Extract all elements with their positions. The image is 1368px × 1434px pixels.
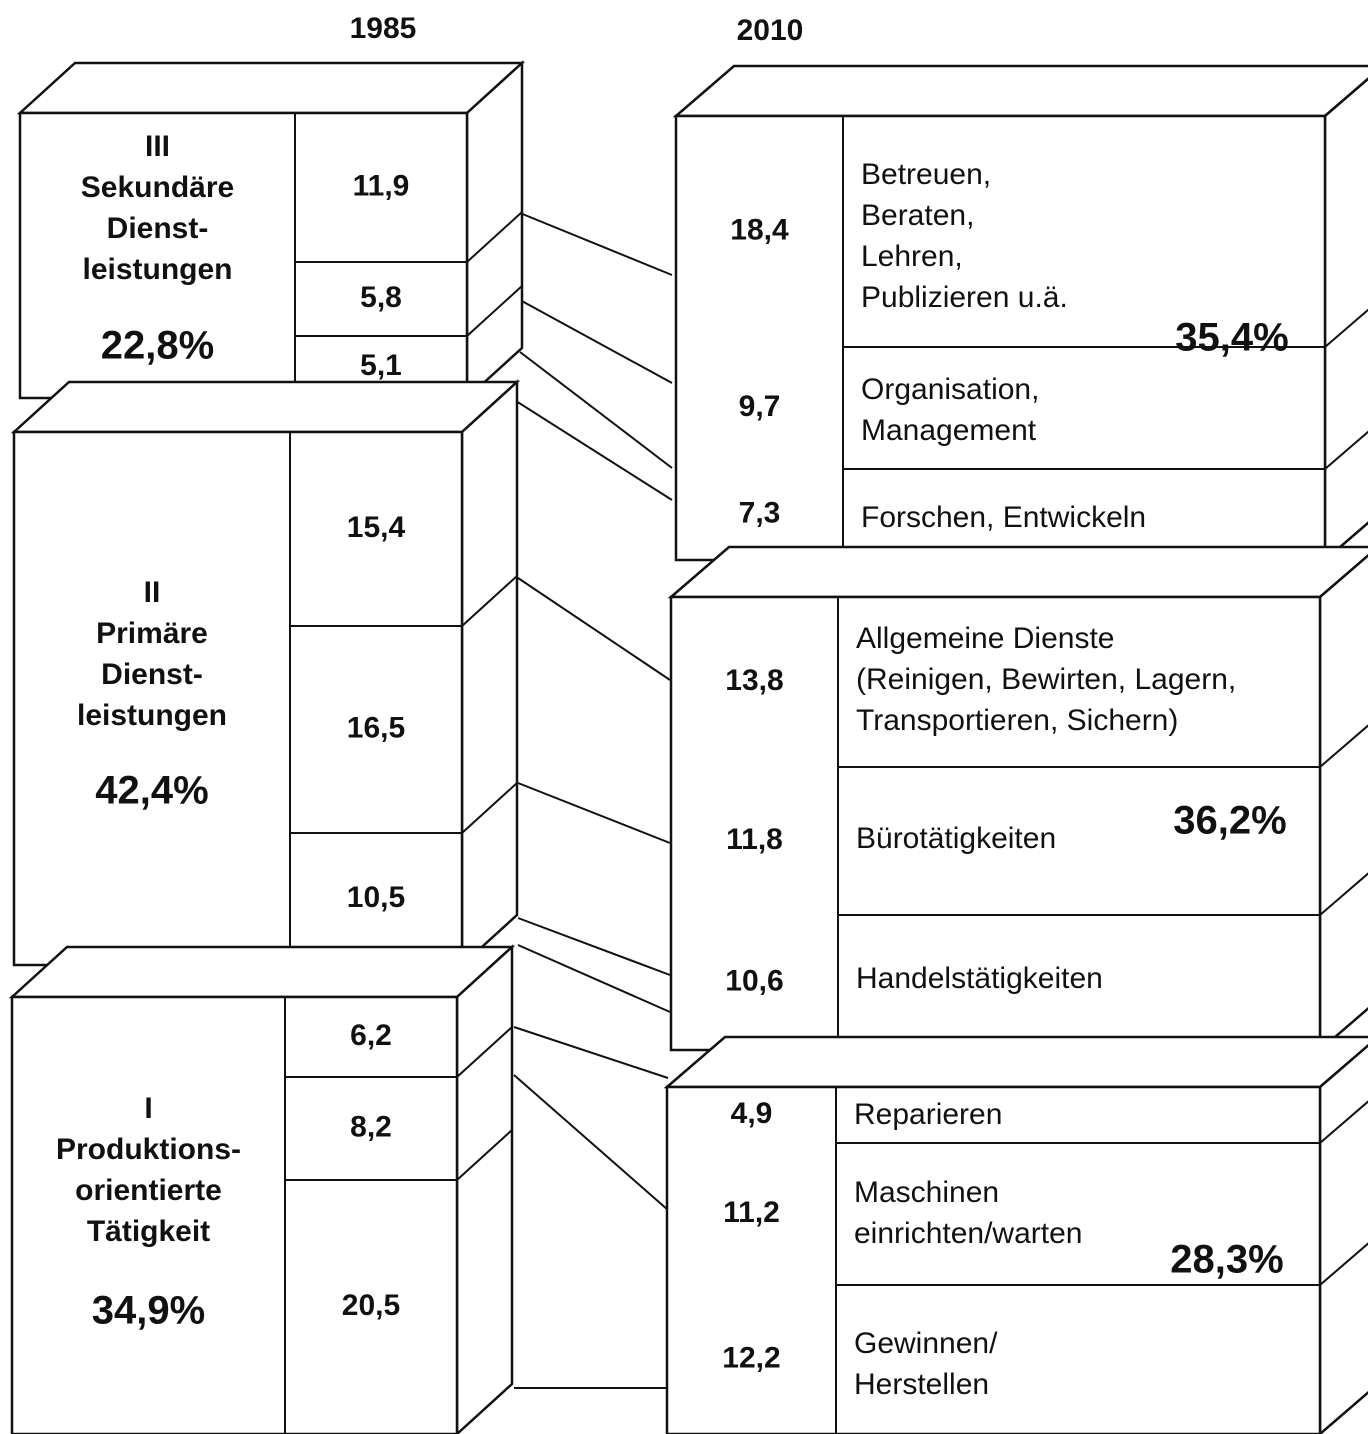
segment-value: 5,1 [360,349,402,382]
divider [466,285,523,337]
segment-label: Publizieren u.ä. [861,281,1068,314]
divider [456,1026,513,1078]
segment-label: Maschinen [854,1176,999,1209]
segment-value: 18,4 [730,213,789,246]
group-label: Produktions- [56,1133,241,1166]
group-total: 34,9% [92,1289,205,1333]
segment-label: Gewinnen/ [854,1327,998,1360]
segment-label: einrichten/warten [854,1217,1082,1250]
segment-label: Management [861,414,1037,447]
segment-value: 12,2 [722,1341,780,1374]
box-top [16,61,526,115]
group-total: 35,4% [1175,316,1288,360]
segment-label: Allgemeine Dienste [856,622,1114,655]
box-side [465,60,524,401]
segment-label: Lehren, [861,240,963,273]
divider [456,1129,513,1181]
segment-value: 16,5 [347,711,405,744]
group-label: Dienst- [107,212,209,245]
box-front [665,1085,1322,1434]
segment-value: 4,9 [731,1097,773,1130]
group-label: Primäre [96,617,208,650]
divider [1319,1100,1368,1144]
connector [517,917,671,976]
divider [461,575,518,627]
segment-value: 9,7 [739,390,781,423]
group-label: orientierte [75,1174,222,1207]
connector [519,299,673,384]
group-label: Dienst- [101,658,203,691]
segment-label: (Reinigen, Bewirten, Lagern, [856,663,1236,696]
segment-value: 6,2 [350,1019,392,1052]
group-label: Sekundäre [81,171,234,204]
box-front [669,595,1322,1052]
box-front [10,995,459,1434]
group-total: 28,3% [1170,1238,1283,1282]
connector [517,944,671,1013]
segment-label: Herstellen [854,1368,989,1401]
segment-value: 10,6 [725,964,783,997]
connector [517,782,671,844]
segment-label: Forschen, Entwickeln [861,501,1146,534]
divider [466,211,523,263]
box-side [455,944,514,1434]
segment-value: 5,8 [360,281,402,314]
box-top [10,380,521,434]
box-top [672,64,1368,118]
segment-label: Beraten, [861,199,974,232]
segment-label: Bürotätigkeiten [856,822,1056,855]
segment-label: Handelstätigkeiten [856,962,1103,995]
divider [1324,308,1368,348]
connector [519,351,673,469]
segment-label: Organisation, [861,373,1039,406]
group-total: 22,8% [101,324,214,368]
group-label: Tätigkeit [87,1215,210,1248]
divider [1319,1242,1368,1286]
group-label: II [144,576,161,609]
box-top [663,1035,1368,1089]
box-side [1318,1043,1368,1434]
segment-label: Transportieren, Sichern) [856,704,1178,737]
connector [519,212,673,276]
group-total: 42,4% [95,769,208,813]
segment-value: 10,5 [347,881,405,914]
box-top [667,545,1368,599]
box-front [12,430,464,967]
segment-value: 13,8 [725,664,783,697]
connector [513,1074,669,1211]
segment-value: 11,8 [726,823,783,856]
connector [513,1026,669,1079]
divider [461,782,518,834]
group-label: leistungen [82,253,232,286]
group-label: I [144,1092,152,1125]
year-label: 2010 [737,14,804,47]
box-front [18,111,469,400]
divider [1319,872,1368,916]
divider [1319,724,1368,768]
connector [517,577,671,681]
segment-value: 11,2 [723,1196,780,1229]
box-side [1318,553,1368,1053]
box-side [1323,77,1368,563]
group-label: III [145,130,170,163]
group-label: leistungen [77,699,227,732]
segment-label: Betreuen, [861,158,991,191]
segment-value: 20,5 [342,1289,400,1322]
divider [1324,430,1368,470]
segment-value: 15,4 [347,511,406,544]
box-top [8,945,516,999]
segment-value: 7,3 [739,496,781,529]
segment-label: Reparieren [854,1098,1002,1131]
segment-value: 8,2 [350,1110,392,1143]
box-front [674,114,1327,562]
group-total: 36,2% [1173,799,1286,843]
segment-value: 11,9 [353,169,410,202]
year-label: 1985 [350,12,417,45]
box-side [460,379,519,968]
